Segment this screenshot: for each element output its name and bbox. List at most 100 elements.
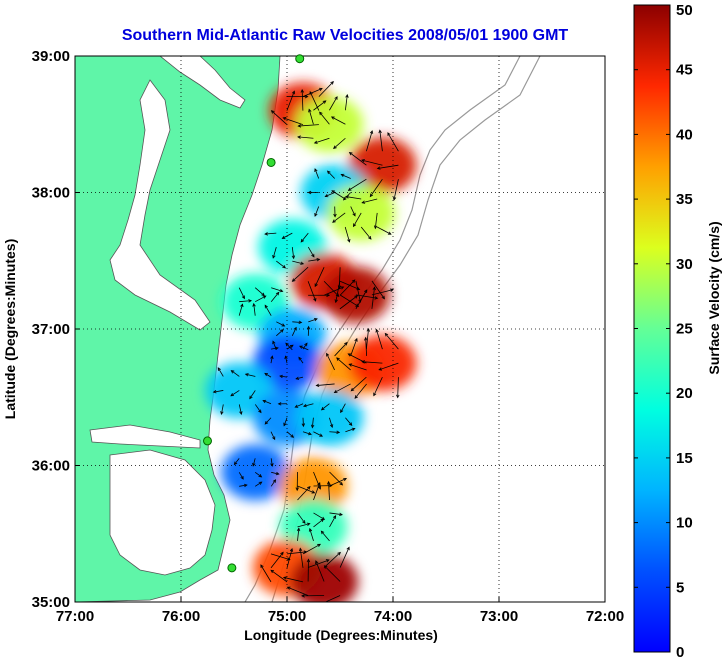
velocity-arrow [314,267,325,287]
velocity-arrow-head [390,288,394,292]
velocity-arrow [239,484,247,487]
velocity-arrow-head [306,558,311,563]
velocity-arrow [300,232,309,243]
velocity-arrow-head [310,424,315,429]
velocity-arrow-head [270,355,274,360]
velocity-arrow [264,305,272,316]
velocity-arrow-head [314,168,318,172]
velocity-arrow-head [361,200,366,204]
map-area [75,56,605,602]
colorbar: 0 5 10 15 20 25 30 35 40 45 50 Surface Velocity (c… [633,2,722,659]
velocity-arrow [354,383,367,399]
velocity-arrow-head [328,483,333,488]
velocity-arrow-head [325,559,330,563]
velocity-arrow [254,481,262,487]
velocity-arrow-head [252,302,256,307]
velocity-arrow-head [293,326,297,331]
velocity-arrow [345,94,348,111]
velocity-arrow-head [286,557,291,561]
velocity-arrow [283,577,304,583]
velocity-arrow [376,329,383,350]
velocity-arrow-head [378,129,382,134]
velocity-arrow [371,287,375,309]
velocity-arrow [369,178,383,197]
velocity-arrow-head [347,187,352,191]
radar-stations [203,54,305,573]
radar-station-marker [227,563,237,573]
velocity-arrow-head [217,367,221,371]
x-tick-label: 75:00 [268,608,306,625]
velocity-arrow-head [233,461,238,466]
velocity-arrow [238,404,242,415]
velocity-arrow-head [353,223,357,228]
y-tick-labels: 39:00 38:00 37:00 36:00 35:00 [32,48,80,611]
radar-station-marker [203,436,212,446]
velocity-arrow-head [264,372,269,377]
velocity-arrow [297,486,311,501]
velocity-arrow-head [350,387,355,392]
x-tick-label: 74:00 [374,608,412,625]
velocity-arrow [360,226,372,240]
velocity-arrow-head [275,346,279,351]
velocity-arrow-head [275,471,280,476]
velocity-arrow-head [308,431,312,436]
velocity-arrow [239,300,252,303]
velocity-arrow [350,206,356,216]
velocity-arrow-head [351,427,356,431]
velocity-arrow-head [337,551,341,556]
velocity-arrow [323,286,344,296]
velocity-arrow-head [320,530,325,535]
velocity-arrow-head [272,254,276,259]
velocity-arrow-head [302,403,307,408]
velocity-arrow-head [249,395,253,400]
chesapeake-bay [109,79,211,331]
velocity-arrow-head [244,373,249,377]
velocity-arrow [252,458,256,466]
y-tick-label: 37:00 [32,321,70,338]
velocity-arrow-head [354,337,358,342]
velocity-arrow-head [258,409,262,414]
velocity-arrow-head [354,295,359,299]
velocity-arrow [355,294,378,299]
velocity-arrow-head [322,100,327,104]
velocity-arrow-head [302,520,306,524]
velocity-arrow [355,289,368,310]
velocity-arrow-head [279,289,284,293]
velocity-arrow [297,512,306,524]
velocity-arrow [373,376,383,396]
y-tick-label: 38:00 [32,185,70,202]
velocity-arrow-head [376,166,381,170]
velocity-arrow-head [298,320,303,325]
velocity-arrow [362,361,383,364]
velocity-arrow-head [230,393,235,397]
velocity-arrow [329,417,333,428]
velocity-arrow-head [319,111,323,116]
velocity-arrow-head [348,422,353,426]
velocity-arrow [374,212,378,229]
velocity-arrow-head [321,601,322,602]
velocity-arrow [313,512,325,520]
velocity-arrow-head [373,225,378,230]
velocity-arrow-head [308,527,313,532]
velocity-arrow [329,478,347,487]
x-tick-label: 72:00 [586,608,624,625]
velocity-arrow [249,390,256,399]
velocity-arrow [282,232,293,239]
velocity-arrow [270,292,280,302]
velocity-arrow [298,124,319,127]
velocity-arrow [254,287,265,296]
velocity-arrow-head [368,236,372,240]
velocity-arrow-head [264,232,268,236]
velocity-arrow-head [239,411,243,415]
velocity-arrow-head [392,196,397,201]
velocity-arrow [245,373,256,377]
velocity-arrow [332,212,346,223]
velocity-arrow [286,548,293,568]
velocity-arrow [302,543,321,555]
velocity-arrow-head [332,515,337,519]
velocity-arrow-head [283,422,287,427]
velocity-arrow [339,279,356,296]
colorbar-tick-label: 45 [676,62,693,79]
velocity-arrow-head [372,286,376,291]
